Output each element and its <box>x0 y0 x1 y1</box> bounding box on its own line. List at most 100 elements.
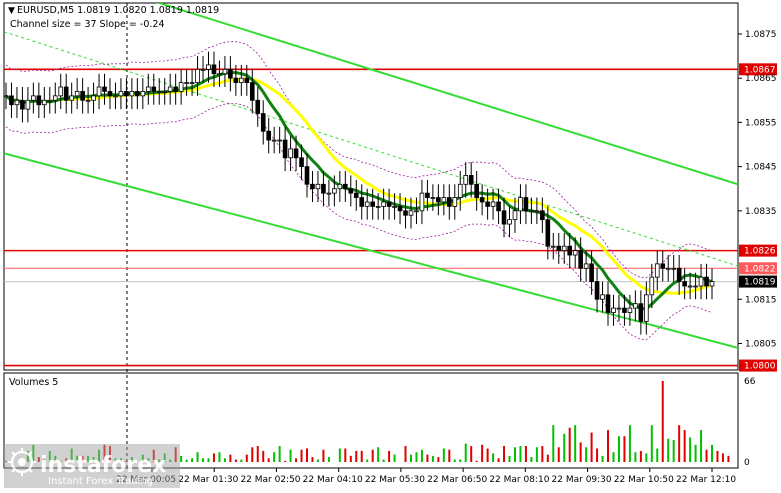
candle-body <box>567 245 573 256</box>
level-price-label: 1.0822 <box>744 264 776 274</box>
x-tick-label: 22 Mar 12:10 <box>676 475 736 485</box>
candle-body <box>359 197 365 207</box>
level-price-tag <box>739 63 777 76</box>
candle-body <box>518 197 523 212</box>
candle-body <box>167 86 173 92</box>
candle-body <box>255 99 261 114</box>
level-price-label: 1.0800 <box>744 362 776 372</box>
candle-body <box>321 183 326 194</box>
candle-body <box>80 91 85 101</box>
candle-body <box>654 263 660 278</box>
candle-body <box>102 86 107 92</box>
candle-body <box>282 139 288 159</box>
candle-body <box>496 201 501 212</box>
candle-body <box>145 86 151 92</box>
candle-body <box>129 91 135 97</box>
watermark-brand: instaforex <box>40 453 166 478</box>
candle-body <box>14 99 20 106</box>
candle-body <box>540 210 545 221</box>
level-price-label: 1.0867 <box>744 65 776 75</box>
candle-body <box>529 210 534 213</box>
candle-body <box>425 192 430 198</box>
x-tick-label: 22 Mar 06:50 <box>427 475 487 485</box>
level-price-label: 1.0826 <box>744 247 776 257</box>
x-tick-label: 22 Mar 02:50 <box>240 475 300 485</box>
candle-body <box>222 68 228 75</box>
candle-body <box>446 197 452 207</box>
candle-body <box>408 210 414 216</box>
candle-body <box>622 307 627 313</box>
y-tick-label: 1.0845 <box>745 163 777 173</box>
volume-zero-label: 0 <box>744 458 750 468</box>
candle-body <box>69 95 74 101</box>
candle-body <box>397 205 403 212</box>
candle-body <box>644 294 649 322</box>
candle-body <box>583 263 589 269</box>
candle-body <box>392 205 397 208</box>
x-tick-label: 22 Mar 00:05 <box>116 475 176 485</box>
candle-body <box>616 307 622 310</box>
level-price-tag <box>739 359 777 372</box>
candle-body <box>594 281 600 300</box>
candle-body <box>260 113 266 132</box>
candle-body <box>353 192 359 198</box>
candle-body <box>463 175 469 185</box>
candle-body <box>162 91 168 93</box>
candle-body <box>52 95 58 101</box>
candle-body <box>545 219 551 247</box>
candle-body <box>266 130 272 141</box>
candle-body <box>315 183 321 190</box>
candle-body <box>693 285 698 288</box>
level-price-tag <box>739 262 777 275</box>
candle-body <box>589 263 594 282</box>
candle-body <box>682 281 687 287</box>
candle-body <box>627 307 633 313</box>
logo-icon <box>8 448 36 476</box>
x-tick-label: 22 Mar 05:30 <box>365 475 425 485</box>
candle-body <box>304 166 310 185</box>
candle-body <box>600 294 605 300</box>
candle-body <box>206 64 211 70</box>
y-tick-label: 1.0865 <box>745 74 777 84</box>
envelope-lower-line <box>5 103 713 341</box>
candle-body <box>96 86 102 97</box>
candle-body <box>36 95 42 106</box>
candle-body <box>337 183 343 190</box>
candle-body <box>441 197 447 203</box>
candle-body <box>534 210 540 213</box>
candle-body <box>184 82 189 84</box>
candle-body <box>293 148 299 159</box>
instaforex-logo: instaforex Instant Forex Trading <box>4 444 180 488</box>
candle-body <box>572 250 578 256</box>
candle-body <box>277 139 282 142</box>
candle-body <box>271 139 277 142</box>
candle-body <box>512 210 518 221</box>
candle-body <box>709 281 715 287</box>
candle-body <box>189 82 195 84</box>
candle-body <box>156 91 162 93</box>
y-tick-label: 1.0835 <box>745 207 777 217</box>
candle-body <box>556 245 562 252</box>
candle-body <box>676 267 682 282</box>
x-tick-label: 22 Mar 09:30 <box>552 475 612 485</box>
watermark-tagline: Instant Forex Trading <box>48 476 153 487</box>
candle-body <box>550 245 556 248</box>
candle-body <box>124 91 129 97</box>
channel-mid-line <box>4 31 738 267</box>
symbol-ohlc-label: EURUSD,M5 1.0819 1.0820 1.0819 1.0819 <box>17 5 219 16</box>
candle-body <box>25 99 31 110</box>
candle-body <box>63 86 69 101</box>
candle-body <box>485 201 490 207</box>
channel-upper-line <box>155 3 738 186</box>
x-tick-label: 22 Mar 01:30 <box>178 475 238 485</box>
y-tick-label: 1.0875 <box>745 30 777 40</box>
candle-body <box>91 95 96 101</box>
candle-body <box>173 86 178 92</box>
chart-menu-arrow-icon[interactable]: ▼ <box>8 6 15 16</box>
y-tick-label: 1.0855 <box>745 118 777 128</box>
candle-body <box>364 201 370 207</box>
level-price-tag <box>739 244 777 257</box>
candle-body <box>326 192 332 195</box>
volume-max-label: 66 <box>744 377 756 387</box>
